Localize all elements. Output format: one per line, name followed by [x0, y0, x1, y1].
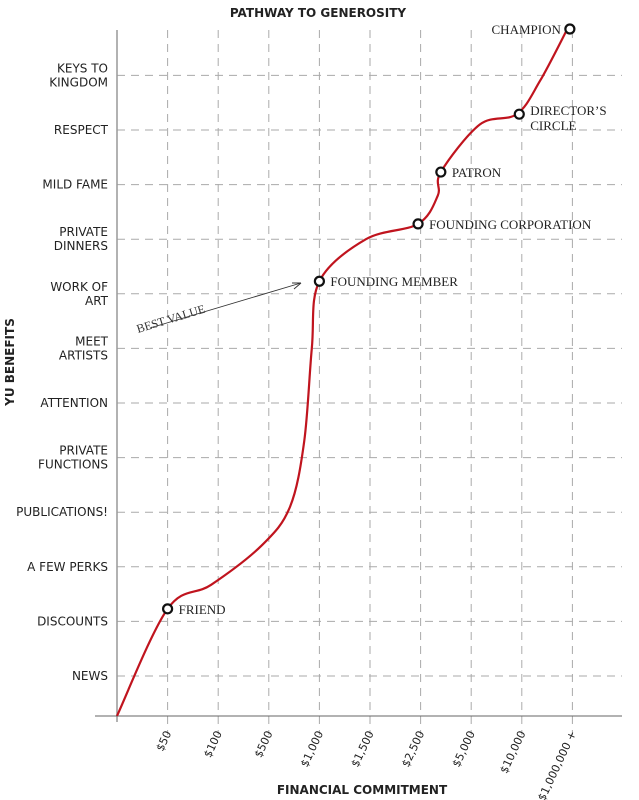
x-tick-label: $100: [201, 729, 225, 760]
x-axis-label: FINANCIAL COMMITMENT: [277, 783, 448, 797]
milestone-label: FOUNDING MEMBER: [330, 274, 458, 289]
milestone: DIRECTOR’S CIRCLE: [513, 103, 607, 133]
y-tick-label: NEWS: [72, 669, 108, 683]
y-tick-label: RESPECT: [54, 123, 109, 137]
y-tick-label: PRIVATE DINNERS: [54, 225, 108, 253]
chart-title: PATHWAY TO GENEROSITY: [230, 6, 407, 20]
milestone-marker: [162, 603, 174, 615]
milestone: PATRON: [435, 165, 502, 180]
y-tick-label: ATTENTION: [40, 396, 108, 410]
y-tick-label: MEET ARTISTS: [59, 334, 109, 362]
milestone-label: PATRON: [452, 165, 502, 180]
annotation-text: BEST VALUE: [135, 302, 207, 336]
x-tick-label: $5,000: [450, 729, 478, 769]
milestone-marker: [513, 108, 525, 120]
axes: [95, 30, 622, 722]
y-tick-label: A FEW PERKS: [27, 560, 108, 574]
milestone-label: DIRECTOR’S CIRCLE: [530, 103, 606, 133]
milestone-label: FOUNDING CORPORATION: [429, 217, 592, 232]
arrow-head-icon: [292, 282, 302, 290]
y-tick-label: DISCOUNTS: [37, 614, 108, 628]
grid: [117, 30, 622, 735]
y-axis-label: YU BENEFITS: [3, 318, 17, 407]
milestone-marker: [412, 218, 424, 230]
x-tick-label: $10,000: [498, 729, 529, 776]
y-tick-label: PUBLICATIONS!: [16, 505, 108, 519]
milestone-label: FRIEND: [179, 602, 226, 617]
milestone-marker: [313, 275, 325, 287]
x-tick-label: $50: [154, 729, 175, 754]
y-tick-label: MILD FAME: [42, 178, 108, 192]
milestone-label: CHAMPION: [492, 22, 562, 37]
milestone-marker: [435, 166, 447, 178]
x-tick-label: $1,500: [349, 729, 377, 769]
x-tick-label: $1,000: [298, 729, 326, 769]
milestone: FOUNDING CORPORATION: [412, 217, 592, 232]
y-tick-label: WORK OF ART: [50, 280, 108, 308]
milestones: FRIEND FOUNDING MEMBER FOUNDING CORPORATIO…: [162, 22, 607, 617]
milestone: FRIEND: [162, 602, 226, 617]
x-tick-label: $2,500: [399, 729, 427, 769]
x-tick-label: $1,000,000 +: [535, 729, 579, 800]
x-tick-label: $500: [252, 729, 276, 760]
y-tick-label: PRIVATE FUNCTIONS: [38, 444, 108, 472]
y-tick-label: KEYS TO KINGDOM: [49, 61, 108, 89]
milestone-marker: [564, 23, 576, 35]
annotation-arrow: [149, 282, 302, 329]
milestone: CHAMPION: [492, 22, 576, 37]
milestone: FOUNDING MEMBER: [313, 274, 458, 289]
y-tick-labels: NEWS DISCOUNTS A FEW PERKS PUBLICATIONS! PRI…: [16, 61, 109, 683]
